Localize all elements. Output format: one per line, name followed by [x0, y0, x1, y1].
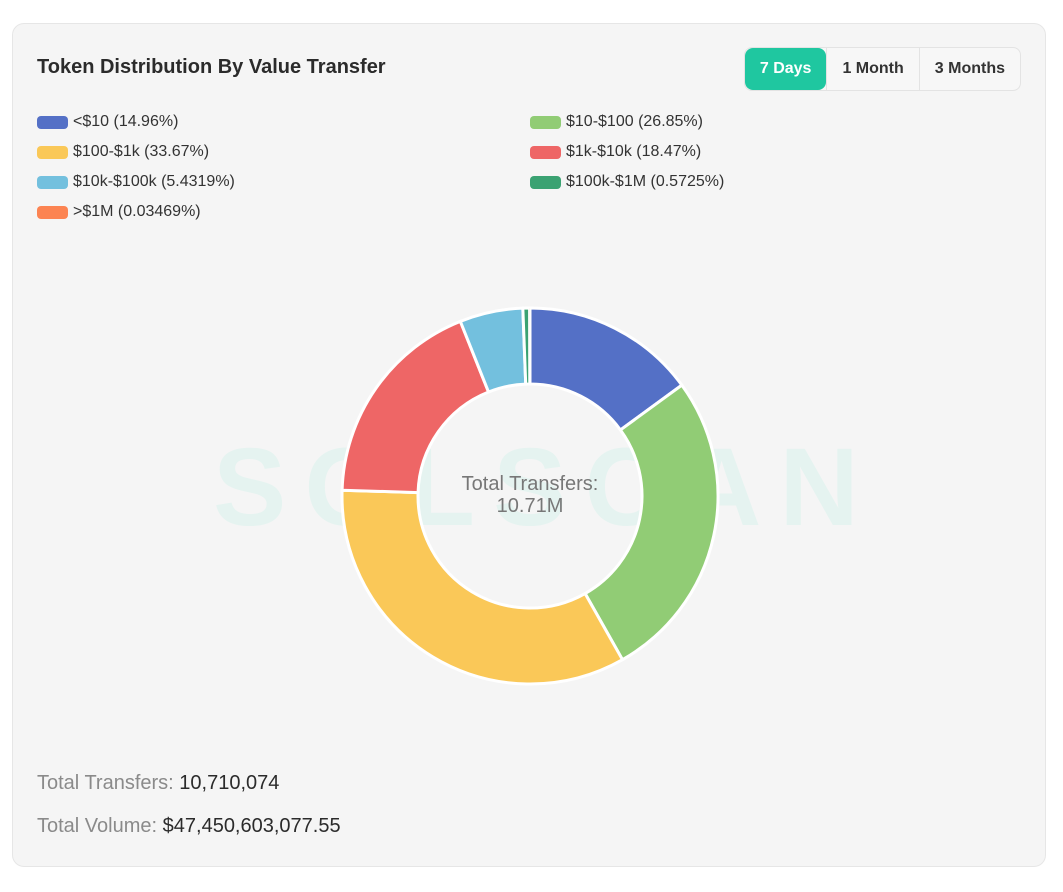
distribution-card: Token Distribution By Value Transfer 7 D…: [12, 23, 1046, 867]
legend-swatch: [530, 115, 561, 129]
legend-item-gt1m[interactable]: >$1M (0.03469%): [37, 203, 530, 221]
legend-swatch: [530, 145, 561, 159]
tab-7-days[interactable]: 7 Days: [744, 48, 827, 90]
period-tabs: 7 Days 1 Month 3 Months: [743, 47, 1021, 91]
legend-label: $100-$1k (33.67%): [73, 143, 210, 160]
total-transfers-value: 10,710,074: [179, 772, 280, 794]
legend-item-100k-1m[interactable]: $100k-$1M (0.5725%): [530, 173, 1010, 191]
legend-label: <$10 (14.96%): [73, 113, 179, 130]
legend-label: $100k-$1M (0.5725%): [566, 173, 725, 190]
total-volume: Total Volume: $47,450,603,077.55: [37, 815, 341, 838]
legend-swatch: [37, 205, 68, 219]
legend-label: $10k-$100k (5.4319%): [73, 173, 235, 190]
legend-item-10-100[interactable]: $10-$100 (26.85%): [530, 113, 1010, 131]
donut-slice-100-1k[interactable]: [340, 488, 624, 686]
center-label: Total Transfers:: [461, 473, 599, 495]
legend-item-1k-10k[interactable]: $1k-$10k (18.47%): [530, 143, 1010, 161]
tab-3-months[interactable]: 3 Months: [918, 48, 1020, 90]
donut-slice-10-100[interactable]: [583, 383, 720, 662]
donut-chart: [340, 306, 720, 686]
card-title: Token Distribution By Value Transfer: [37, 56, 386, 78]
tab-1-month[interactable]: 1 Month: [826, 48, 918, 90]
legend-swatch: [37, 115, 68, 129]
total-transfers-label: Total Transfers:: [37, 772, 174, 794]
total-volume-value: $47,450,603,077.55: [162, 815, 341, 837]
donut-slice-100k-1m[interactable]: [521, 306, 532, 386]
donut-slice-1k-10k[interactable]: [340, 319, 491, 495]
watermark-logo: SOLSCAN: [213, 426, 877, 549]
total-volume-label: Total Volume:: [37, 815, 158, 837]
legend-label: >$1M (0.03469%): [73, 203, 201, 220]
legend-swatch: [37, 175, 68, 189]
legend-item-lt10[interactable]: <$10 (14.96%): [37, 113, 530, 131]
legend-label: $10-$100 (26.85%): [566, 113, 703, 130]
legend-swatch: [530, 175, 561, 189]
legend-item-10k-100k[interactable]: $10k-$100k (5.4319%): [37, 173, 530, 191]
legend-item-100-1k[interactable]: $100-$1k (33.67%): [37, 143, 530, 161]
chart-legend: <$10 (14.96%) $10-$100 (26.85%) $100-$1k…: [37, 113, 1017, 221]
legend-swatch: [37, 145, 68, 159]
center-value: 10.71M: [496, 495, 564, 517]
legend-label: $1k-$10k (18.47%): [566, 143, 702, 160]
total-transfers: Total Transfers: 10,710,074: [37, 772, 279, 795]
